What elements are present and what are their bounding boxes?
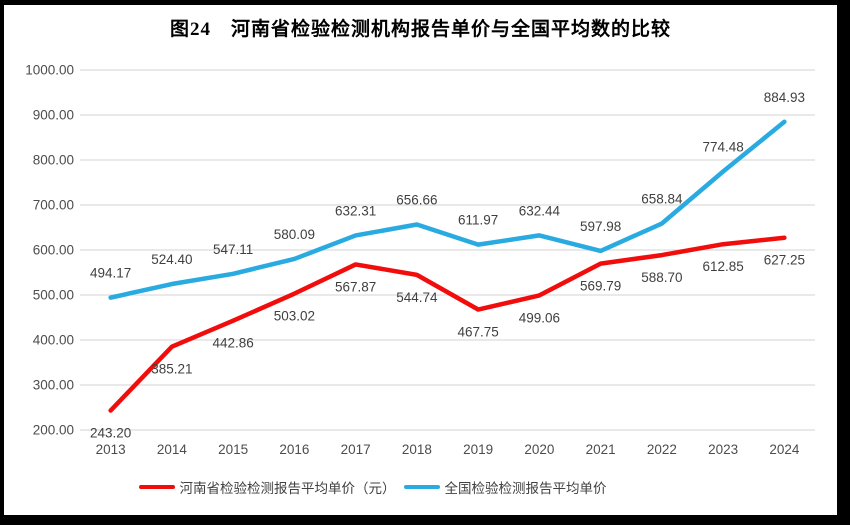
x-tick-label: 2016 (279, 442, 309, 457)
data-label-series-0: 442.86 (212, 336, 253, 351)
data-label-series-0: 569.79 (580, 279, 621, 294)
legend-item-national[interactable]: 全国检验检测报告平均单价 (403, 477, 607, 497)
legend-label-henan: 河南省检验检测报告平均单价（元） (179, 481, 396, 496)
data-label-series-1: 580.09 (274, 227, 315, 242)
x-tick-label: 2019 (463, 442, 493, 457)
series-line-1 (108, 119, 787, 300)
x-tick-label: 2021 (586, 442, 616, 457)
data-label-series-0: 612.85 (702, 259, 743, 274)
data-label-series-0: 627.25 (764, 253, 805, 268)
x-tick-label: 2024 (769, 442, 800, 457)
y-tick-label: 900.00 (33, 108, 74, 123)
x-tick-label: 2015 (218, 442, 248, 457)
x-tick-label: 2023 (708, 442, 738, 457)
data-label-series-0: 503.02 (274, 309, 315, 324)
x-tick-label: 2020 (524, 442, 554, 457)
chart-title: 图24 河南省检验检测机构报告单价与全国平均数的比较 (169, 19, 671, 40)
legend-label-national: 全国检验检测报告平均单价 (444, 481, 607, 496)
y-tick-label: 800.00 (33, 153, 74, 168)
data-label-series-1: 632.44 (519, 203, 561, 218)
chart-legend: 河南省检验检测报告平均单价（元） 全国检验检测报告平均单价 (0, 476, 745, 498)
x-tick-label: 2017 (341, 442, 371, 457)
x-tick-label: 2013 (96, 442, 126, 457)
data-label-series-1: 494.17 (90, 266, 131, 281)
y-tick-label: 600.00 (33, 243, 74, 258)
data-label-series-0: 544.74 (396, 290, 438, 305)
data-label-series-1: 658.84 (641, 192, 683, 207)
data-label-series-0: 499.06 (519, 310, 560, 325)
y-tick-label: 1000.00 (25, 63, 74, 78)
x-tick-label: 2014 (157, 442, 188, 457)
data-label-series-0: 567.87 (335, 279, 376, 294)
data-label-series-1: 547.11 (213, 242, 253, 257)
data-label-series-0: 243.20 (90, 426, 131, 441)
data-label-series-1: 884.93 (764, 90, 805, 105)
data-label-series-1: 611.97 (458, 213, 498, 228)
y-tick-label: 400.00 (33, 333, 74, 348)
series-line-0 (108, 235, 787, 413)
data-label-series-1: 656.66 (396, 193, 437, 208)
data-label-series-1: 597.98 (580, 219, 621, 234)
legend-swatch-national-icon (403, 484, 440, 490)
legend-item-henan[interactable]: 河南省检验检测报告平均单价（元） (138, 477, 396, 497)
data-label-series-1: 632.31 (335, 203, 376, 218)
y-tick-label: 200.00 (33, 423, 74, 438)
data-label-series-1: 524.40 (151, 252, 192, 267)
data-label-series-1: 774.48 (702, 139, 743, 154)
x-tick-label: 2022 (647, 442, 677, 457)
y-tick-label: 300.00 (33, 378, 74, 393)
data-label-series-0: 467.75 (457, 325, 498, 340)
data-label-series-0: 385.21 (151, 362, 192, 377)
y-tick-label: 500.00 (33, 288, 74, 303)
legend-swatch-henan-icon (138, 484, 175, 490)
data-label-series-0: 588.70 (641, 270, 682, 285)
x-tick-label: 2018 (402, 442, 432, 457)
y-tick-label: 700.00 (33, 198, 74, 213)
